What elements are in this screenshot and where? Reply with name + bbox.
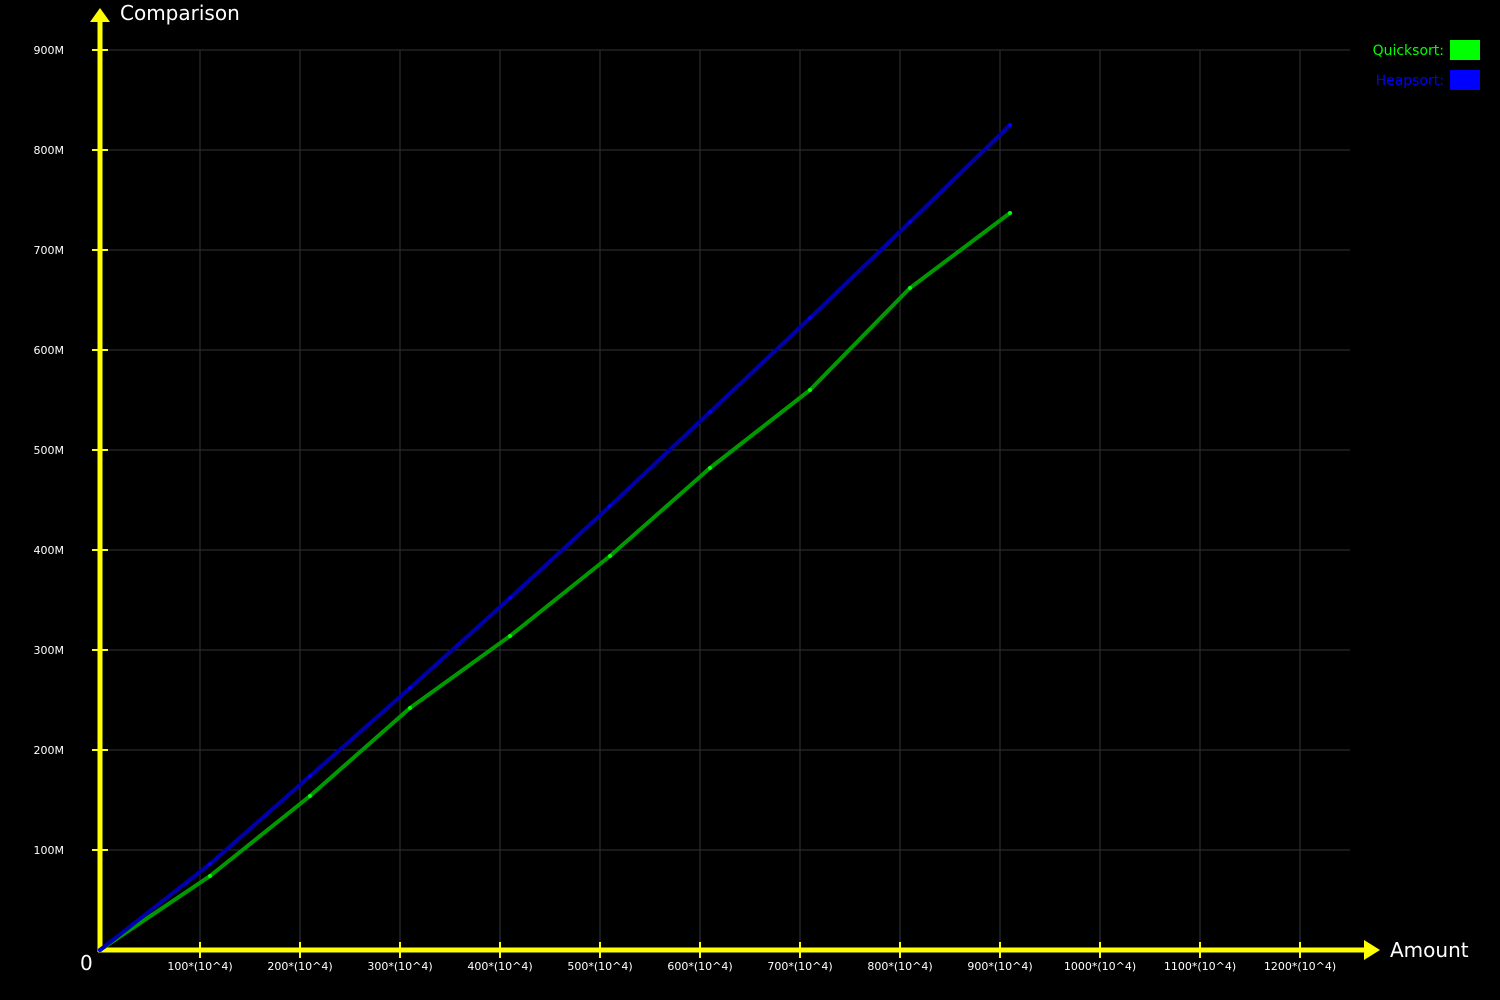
y-tick-label: 100M (34, 844, 65, 857)
series-lines (98, 123, 1012, 952)
x-tick-label: 900*(10^4) (967, 960, 1032, 973)
x-tick-label: 1200*(10^4) (1264, 960, 1336, 973)
data-point (708, 410, 712, 414)
data-point (1008, 123, 1012, 127)
data-point (508, 596, 512, 600)
data-point (608, 504, 612, 508)
origin-label: 0 (80, 951, 93, 975)
x-tick-label: 200*(10^4) (267, 960, 332, 973)
x-tick-label: 400*(10^4) (467, 960, 532, 973)
data-point (408, 706, 412, 710)
data-point (808, 316, 812, 320)
legend-swatch (1450, 40, 1480, 60)
y-tick-label: 900M (34, 44, 65, 57)
y-tick-label: 400M (34, 544, 65, 557)
legend: Quicksort: Heapsort: (1373, 40, 1480, 90)
x-tick-label: 300*(10^4) (367, 960, 432, 973)
data-point (1008, 211, 1012, 215)
legend-swatch (1450, 70, 1480, 90)
x-axis-arrow-icon (1364, 940, 1380, 960)
x-tick-label: 500*(10^4) (567, 960, 632, 973)
x-tick-label: 1100*(10^4) (1164, 960, 1236, 973)
data-point (98, 948, 102, 952)
data-point (408, 686, 412, 690)
x-tick-label: 600*(10^4) (667, 960, 732, 973)
legend-label: Quicksort: (1373, 43, 1444, 59)
y-axis-title: Comparison (120, 1, 240, 25)
series-line (98, 123, 1012, 952)
series-line (98, 211, 1012, 952)
data-point (608, 554, 612, 558)
x-tick-label: 800*(10^4) (867, 960, 932, 973)
legend-label: Heapsort: (1376, 73, 1444, 89)
data-point (908, 220, 912, 224)
data-point (208, 862, 212, 866)
data-point (808, 388, 812, 392)
data-point (708, 466, 712, 470)
grid (100, 49, 1350, 950)
data-point (908, 286, 912, 290)
y-tick-label: 700M (34, 244, 65, 257)
data-point (308, 774, 312, 778)
x-tick-label: 100*(10^4) (167, 960, 232, 973)
y-tick-label: 500M (34, 444, 65, 457)
data-point (508, 634, 512, 638)
tick-labels: 100*(10^4) 200*(10^4) 300*(10^4) 400*(10^4)… (34, 44, 1337, 973)
x-axis-title: Amount (1390, 938, 1469, 962)
x-tick-label: 700*(10^4) (767, 960, 832, 973)
axes (90, 8, 1380, 960)
x-tick-label: 1000*(10^4) (1064, 960, 1136, 973)
y-axis-arrow-icon (90, 8, 110, 22)
data-point (308, 794, 312, 798)
y-tick-label: 800M (34, 144, 65, 157)
y-tick-label: 600M (34, 344, 65, 357)
y-tick-label: 300M (34, 644, 65, 657)
y-tick-label: 200M (34, 744, 65, 757)
data-point (208, 874, 212, 878)
